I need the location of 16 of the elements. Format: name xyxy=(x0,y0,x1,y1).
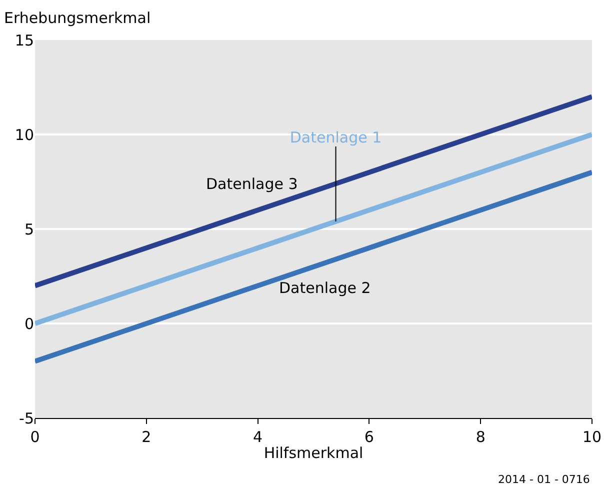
text: Datenlage 1 xyxy=(290,128,382,147)
x-axis-title: Hilfsmerkmal xyxy=(264,444,364,462)
y-tick-label: 15 xyxy=(14,31,34,50)
series-label: Datenlage 3 xyxy=(206,175,298,193)
y-tick-label: 10 xyxy=(14,126,34,144)
series-label: Datenlage 2 xyxy=(279,279,371,297)
y-tick-label: 0 xyxy=(24,314,34,333)
x-tick-label: 2 xyxy=(142,428,152,446)
x-tick-label: 10 xyxy=(582,428,602,446)
y-tick-label: -5 xyxy=(19,409,34,428)
y-tick-label: 5 xyxy=(24,220,34,238)
text: 2014 - 01 - 0716 xyxy=(498,473,590,486)
x-tick-label: 8 xyxy=(476,428,486,446)
x-tick-label: 4 xyxy=(253,428,263,446)
y-axis-title: Erhebungsmerkmal xyxy=(4,9,151,27)
x-tick-label: 6 xyxy=(364,428,374,446)
